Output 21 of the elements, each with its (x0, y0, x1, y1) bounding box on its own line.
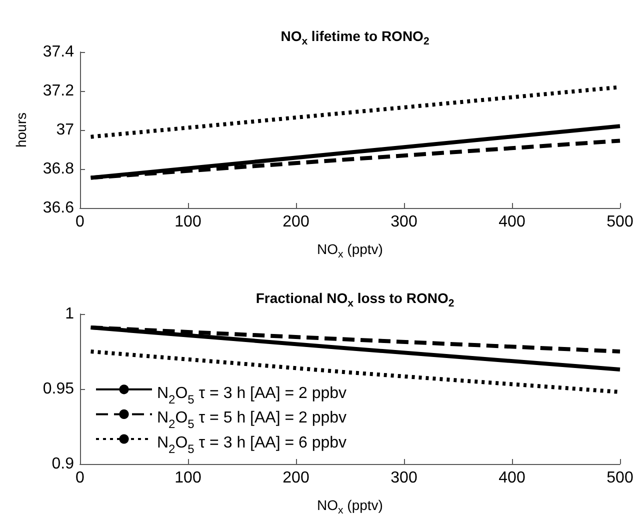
y-tick-label: 37 (56, 122, 74, 138)
y-tick-label: 1 (65, 306, 74, 322)
y-tick-label: 0.95 (42, 380, 74, 398)
x-tick-label: 100 (174, 470, 202, 486)
x-tick-label: 200 (282, 214, 310, 230)
x-tick-label: 100 (174, 214, 202, 230)
x-tick-label: 200 (282, 470, 310, 486)
x-tick-label: 0 (76, 470, 85, 486)
y-tick-label: 36.8 (42, 160, 74, 178)
x-tick-label: 300 (390, 214, 418, 230)
y-tick-label: 37.4 (42, 44, 74, 60)
x-tick-label: 500 (606, 470, 634, 486)
x-tick-label: 0 (76, 214, 85, 230)
y-axis-title: hours (13, 112, 29, 148)
x-tick-label: 300 (390, 470, 418, 486)
y-tick-label: 0.9 (52, 456, 74, 472)
y-tick-label: 37.2 (42, 82, 74, 100)
y-tick-label: 36.6 (42, 200, 74, 216)
x-tick-label: 500 (606, 214, 634, 230)
x-tick-label: 400 (498, 214, 526, 230)
x-tick-label: 400 (498, 470, 526, 486)
